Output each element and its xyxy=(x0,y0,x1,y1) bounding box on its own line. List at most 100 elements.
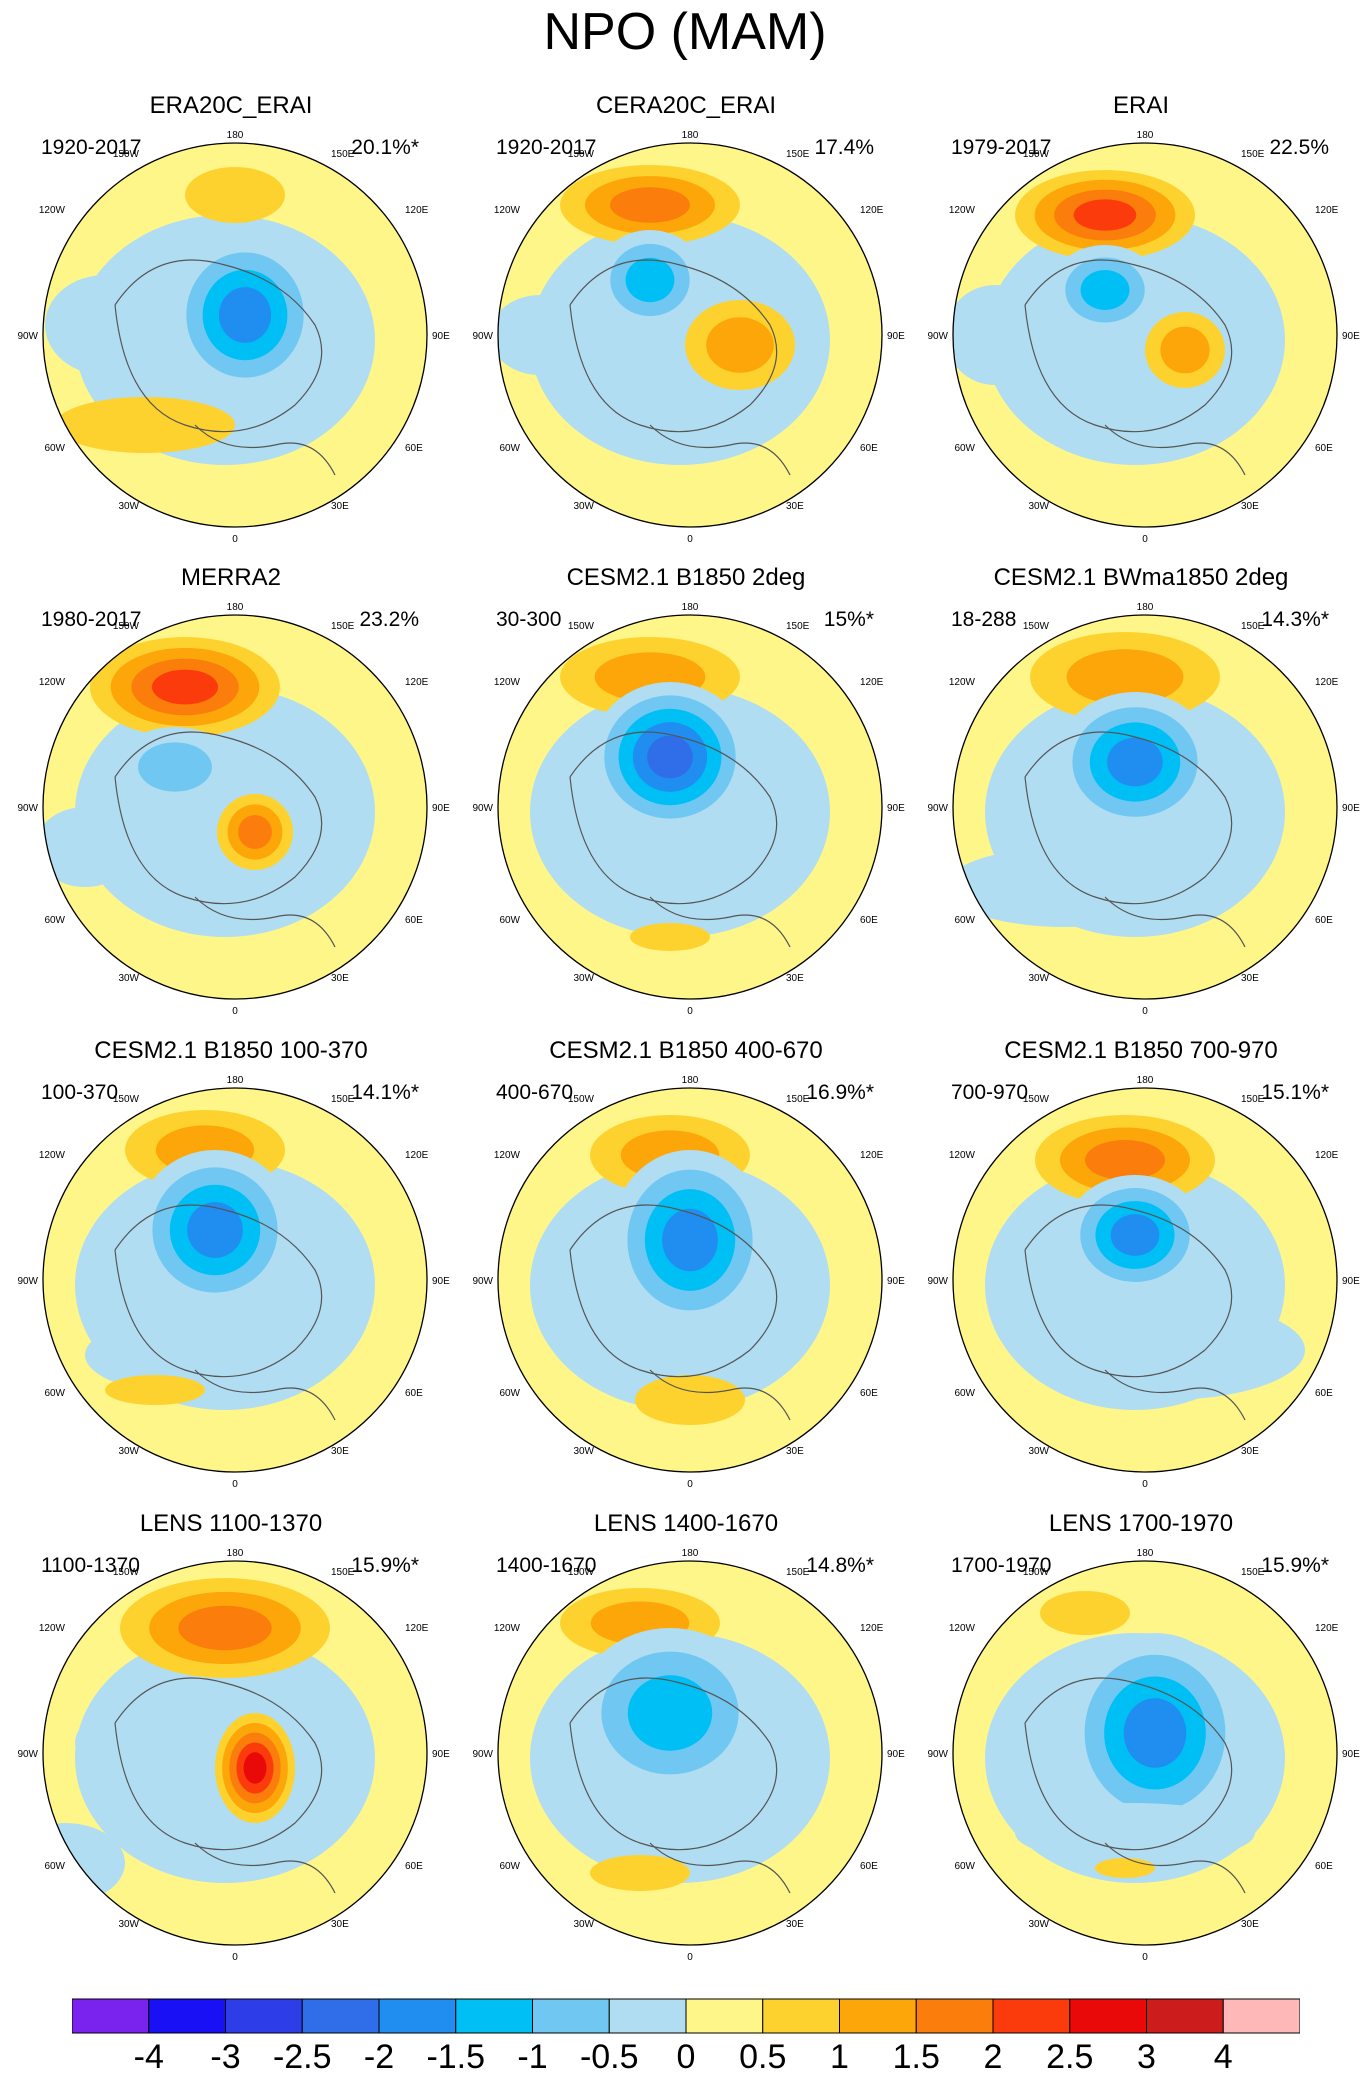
longitude-label: 90W xyxy=(17,1749,38,1760)
coastline xyxy=(114,731,323,905)
longitude-label: 90E xyxy=(432,1749,450,1760)
colorbar-segment xyxy=(839,1998,917,2034)
colorbar-segment xyxy=(1222,1998,1300,2034)
anomaly-contour xyxy=(238,815,272,849)
colorbar-tick-label: -3 xyxy=(210,2038,241,2076)
longitude-label: 120W xyxy=(39,205,66,216)
panel-variance-percent: 15.9%* xyxy=(1261,1554,1329,1577)
longitude-label: 30E xyxy=(786,973,804,984)
longitude-label: 30E xyxy=(786,1446,804,1457)
map-panel: CESM2.1 B1850 2deg 30-300 15%* 180 150W 150E 1… xyxy=(458,472,914,1017)
panel-variance-percent: 15.9%* xyxy=(351,1554,419,1577)
longitude-label: 90E xyxy=(1342,1276,1360,1287)
longitude-label: 180 xyxy=(227,1075,244,1086)
longitude-label: 120E xyxy=(860,1623,884,1634)
colorbar-tick-label: -1.5 xyxy=(426,2038,486,2076)
panel-period: 1700-1970 xyxy=(951,1554,1052,1577)
longitude-label: 60W xyxy=(499,915,520,926)
longitude-label: 90E xyxy=(1342,331,1360,342)
longitude-label: 150E xyxy=(1241,1094,1265,1105)
longitude-label: 120W xyxy=(494,205,521,216)
panel-period: 30-300 xyxy=(496,608,562,631)
longitude-label: 30W xyxy=(118,973,139,984)
anomaly-contour xyxy=(1066,649,1184,705)
longitude-label: 60E xyxy=(860,1388,878,1399)
coastline xyxy=(649,896,791,948)
longitude-label: 60E xyxy=(860,915,878,926)
panel-title: MERRA2 xyxy=(180,564,282,591)
polar-map: 180 150W 150E 120W 120E 90W 90E 60W 60E 30W 30E 0 xyxy=(472,1548,905,1963)
polar-map: 180 150W 150E 120W 120E 90W 90E 60W 60E 30W 30E 0 xyxy=(17,1548,450,1963)
map-panel: ERAI 1979-2017 22.5% 180 150W 150E 120W 120E 90W… xyxy=(913,0,1369,545)
longitude-label: 30W xyxy=(1028,1919,1049,1930)
longitude-label: 120E xyxy=(405,1150,429,1161)
coastline xyxy=(1104,1369,1246,1421)
longitude-label: 30W xyxy=(118,501,139,512)
map-border xyxy=(497,1087,883,1473)
colorbar-segment xyxy=(532,1998,610,2034)
colorbar-segment xyxy=(378,1998,457,2034)
longitude-label: 150W xyxy=(1023,621,1050,632)
panel-variance-percent: 20.1%* xyxy=(351,136,419,159)
panel-period: 700-970 xyxy=(951,1081,1029,1104)
colorbar-tick-label: -0.5 xyxy=(579,2038,639,2076)
colorbar xyxy=(72,1998,1300,2034)
map-panel: MERRA2 1980-2017 23.2% 180 150W 150E 120W 120E 9… xyxy=(3,472,459,1017)
panel-period: 400-670 xyxy=(496,1081,574,1104)
longitude-label: 90W xyxy=(472,331,493,342)
panel-title: CESM2.1 B1850 100-370 xyxy=(94,1037,368,1064)
map-panel: CESM2.1 BWma1850 2deg 18-288 14.3%* 180 150W… xyxy=(913,472,1369,1017)
longitude-label: 90W xyxy=(927,803,948,814)
longitude-label: 60W xyxy=(954,1861,975,1872)
longitude-label: 120E xyxy=(1315,205,1339,216)
longitude-label: 90E xyxy=(432,1276,450,1287)
longitude-label: 30E xyxy=(331,1446,349,1457)
colorbar-segment xyxy=(762,1998,840,2034)
anomaly-contour xyxy=(1107,737,1163,787)
longitude-label: 180 xyxy=(1137,1075,1154,1086)
longitude-label: 0 xyxy=(687,1006,693,1017)
map-panel: CERA20C_ERAI 1920-2017 17.4% 180 150W 150E 120… xyxy=(458,0,914,545)
anomaly-contour xyxy=(630,923,710,951)
anomaly-contour xyxy=(1123,1698,1187,1768)
anomaly-contour xyxy=(43,807,135,887)
longitude-label: 180 xyxy=(227,1548,244,1559)
colorbar-tick-label: -4 xyxy=(133,2038,164,2076)
polar-map: 180 150W 150E 120W 120E 90W 90E 60W 60E 30W 30E 0 xyxy=(927,602,1360,1017)
longitude-label: 150E xyxy=(786,621,810,632)
map-border xyxy=(42,1087,428,1473)
longitude-label: 90W xyxy=(472,1276,493,1287)
panel-period: 1980-2017 xyxy=(41,608,142,631)
longitude-label: 90W xyxy=(927,331,948,342)
longitude-label: 90E xyxy=(887,803,905,814)
longitude-label: 30E xyxy=(331,973,349,984)
longitude-label: 60E xyxy=(405,443,423,454)
panel-title: CESM2.1 B1850 400-670 xyxy=(549,1037,823,1064)
colorbar-segment xyxy=(685,1998,764,2034)
colorbar-tick-label: -2.5 xyxy=(272,2038,332,2076)
colorbar-segment xyxy=(915,1998,994,2034)
anomaly-contour xyxy=(610,187,690,223)
coastline xyxy=(114,1204,323,1378)
longitude-label: 30E xyxy=(1241,1446,1259,1457)
longitude-label: 90W xyxy=(927,1749,948,1760)
coastline xyxy=(1024,1677,1233,1851)
longitude-label: 180 xyxy=(1137,602,1154,613)
coastline xyxy=(1104,896,1246,948)
longitude-label: 0 xyxy=(232,1006,238,1017)
longitude-label: 60W xyxy=(44,915,65,926)
longitude-label: 90E xyxy=(887,1749,905,1760)
longitude-label: 30W xyxy=(573,1919,594,1930)
anomaly-contour xyxy=(178,1605,272,1651)
longitude-label: 180 xyxy=(682,130,699,141)
longitude-label: 60W xyxy=(44,443,65,454)
longitude-label: 0 xyxy=(1142,1006,1148,1017)
panel-title: CESM2.1 BWma1850 2deg xyxy=(993,564,1289,591)
panel-title: ERAI xyxy=(1112,92,1169,119)
polar-map: 180 150W 150E 120W 120E 90W 90E 60W 60E 30W 30E 0 xyxy=(472,602,905,1017)
longitude-label: 120E xyxy=(860,1150,884,1161)
longitude-label: 60E xyxy=(1315,1388,1333,1399)
anomaly-contour xyxy=(953,847,1185,927)
longitude-label: 30E xyxy=(786,1919,804,1930)
anomaly-contour xyxy=(1160,326,1210,374)
